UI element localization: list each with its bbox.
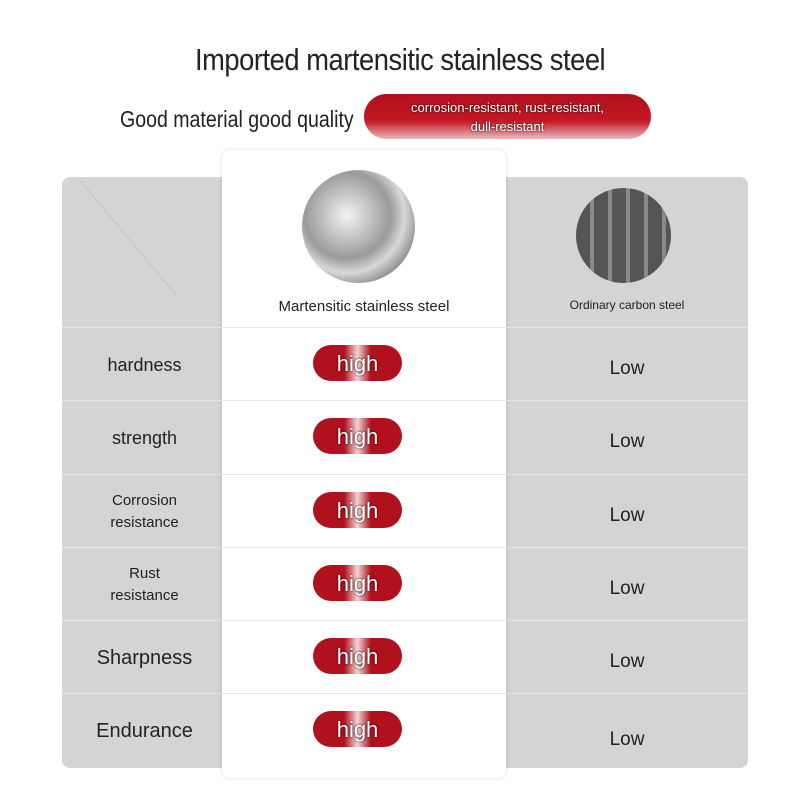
table-row: Endurance high Low xyxy=(62,693,748,766)
low-value: Low xyxy=(609,358,645,379)
low-value: Low xyxy=(609,431,645,452)
features-badge: corrosion-resistant, rust-resistant, dull… xyxy=(364,94,651,139)
row-label: Endurance xyxy=(96,719,193,742)
low-value: Low xyxy=(609,729,645,750)
high-badge: high xyxy=(313,638,402,674)
table-row: hardness high Low xyxy=(62,327,748,400)
low-value: Low xyxy=(609,651,645,672)
high-badge: high xyxy=(313,345,402,381)
high-badge: high xyxy=(313,565,402,601)
row-label: Corrosion resistance xyxy=(110,491,179,531)
table-row: strength high Low xyxy=(62,400,748,473)
high-badge: high xyxy=(313,492,402,528)
table-row: Rust resistance high Low xyxy=(62,547,748,620)
high-badge: high xyxy=(313,711,402,747)
carbon-steel-image xyxy=(576,188,671,283)
column-header-martensitic: Martensitic stainless steel xyxy=(278,298,450,315)
column-header-carbon: Ordinary carbon steel xyxy=(569,298,685,312)
row-label: hardness xyxy=(107,354,182,375)
table-row: Corrosion resistance high Low xyxy=(62,474,748,547)
page-title: Imported martensitic stainless steel xyxy=(194,42,606,77)
subtitle: Good material good quality xyxy=(120,106,354,132)
low-value: Low xyxy=(609,505,645,526)
low-value: Low xyxy=(609,578,645,599)
row-label: strength xyxy=(111,427,178,448)
row-label: Sharpness xyxy=(96,646,193,669)
high-badge: high xyxy=(313,418,402,454)
row-label: Rust resistance xyxy=(110,564,179,604)
table-row: Sharpness high Low xyxy=(62,620,748,693)
stainless-steel-image xyxy=(302,170,415,283)
